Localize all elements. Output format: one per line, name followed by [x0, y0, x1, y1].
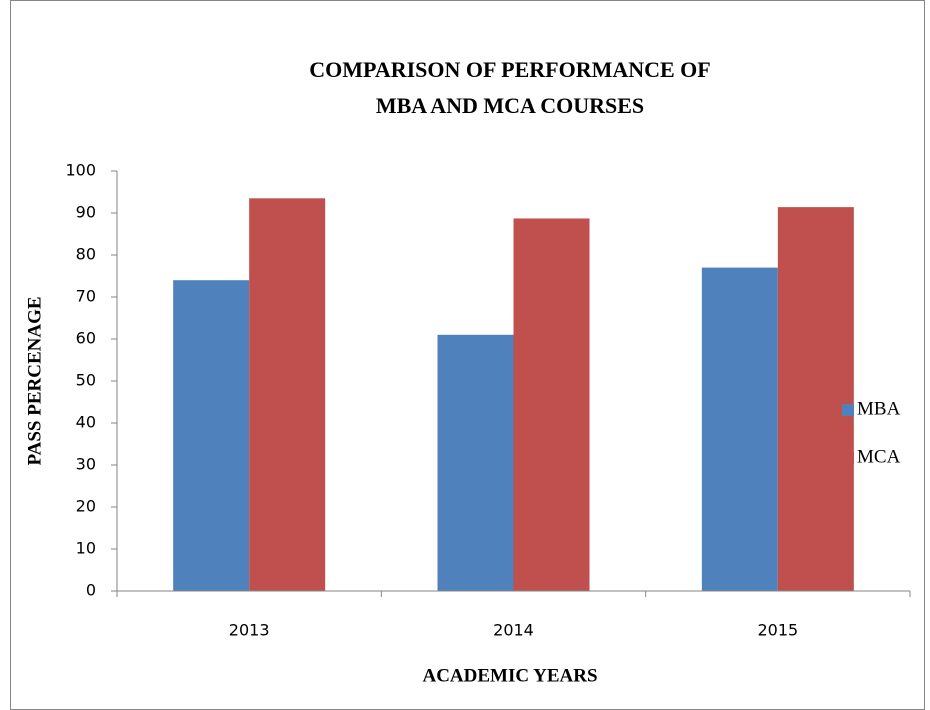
y-tick-label: 30: [76, 455, 96, 474]
y-tick-label: 80: [76, 245, 96, 264]
chart-title: MBA AND MCA COURSES: [376, 93, 644, 118]
y-tick-label: 20: [76, 497, 96, 516]
bar: [437, 334, 514, 591]
y-tick-label: 40: [76, 413, 96, 432]
legend-swatch: [842, 452, 854, 464]
y-tick-label: 10: [76, 539, 96, 558]
x-tick-label: 2014: [493, 621, 534, 640]
chart-title: COMPARISON OF PERFORMANCE OF: [309, 57, 710, 82]
y-tick-label: 90: [76, 203, 96, 222]
y-tick-label: 60: [76, 329, 96, 348]
legend-label: MCA: [857, 446, 901, 467]
legend-label: MBA: [857, 398, 901, 419]
y-tick-label: 70: [76, 287, 96, 306]
bar: [701, 267, 778, 591]
bar: [173, 280, 250, 591]
x-axis-title: ACADEMIC YEARS: [422, 665, 597, 686]
x-tick-label: 2013: [229, 621, 270, 640]
bar: [513, 218, 590, 591]
y-tick-label: 50: [76, 371, 96, 390]
legend-swatch: [842, 404, 854, 416]
x-tick-label: 2015: [757, 621, 798, 640]
y-axis-title: PASS PERCENAGE: [24, 296, 45, 465]
bar: [777, 207, 854, 591]
bar: [249, 198, 326, 592]
y-tick-label: 100: [65, 161, 96, 180]
y-tick-label: 0: [86, 581, 96, 600]
